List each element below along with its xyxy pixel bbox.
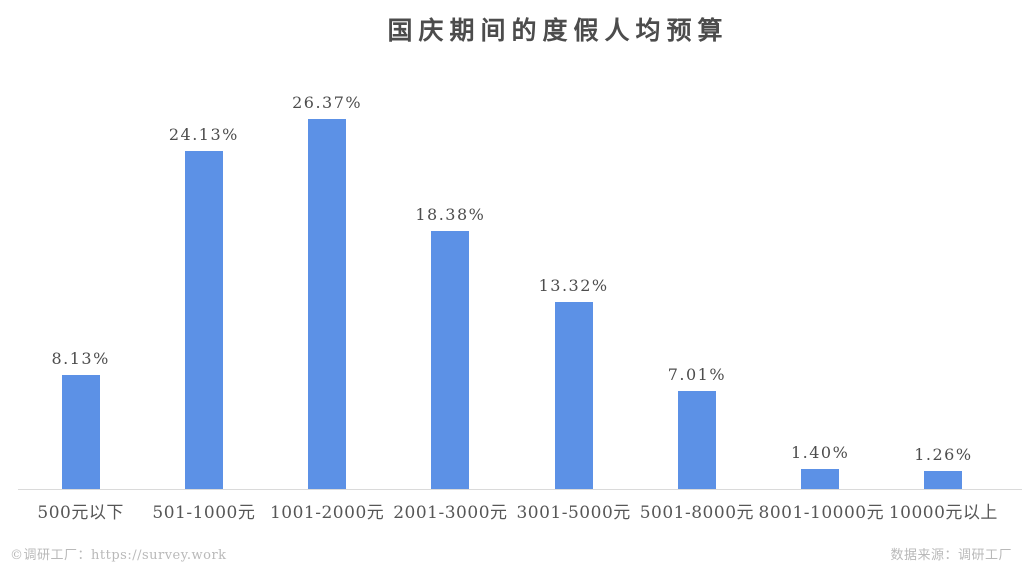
- bar: [677, 390, 716, 489]
- x-axis-label: 501-1000元: [152, 503, 256, 523]
- bar-value-label: 24.13%: [168, 124, 239, 144]
- x-axis-label: 5001-8000元: [639, 503, 755, 523]
- x-axis-label: 2001-3000元: [393, 503, 508, 523]
- x-axis-label: 10000元以上: [888, 503, 998, 523]
- bar-value-label: 8.13%: [51, 348, 110, 368]
- bar-column: 26.37%: [266, 93, 389, 489]
- bar: [308, 119, 347, 489]
- bar-value-label: 13.32%: [538, 276, 609, 296]
- bar-value-label: 18.38%: [415, 205, 486, 225]
- x-axis-label: 500元以下: [37, 503, 124, 523]
- data-source-note: 数据来源：调研工厂: [890, 548, 1012, 563]
- chart-title: 国庆期间的度假人均预算: [387, 16, 729, 45]
- bar-column: 13.32%: [512, 276, 635, 489]
- bar-column: 18.38%: [389, 205, 512, 489]
- bar-value-label: 1.26%: [914, 445, 973, 465]
- x-axis-labels: 500元以下 501-1000元 1001-2000元 2001-3000元 3001-…: [19, 498, 1005, 523]
- bar: [431, 231, 470, 489]
- bar-value-label: 7.01%: [667, 364, 727, 384]
- bar-column: 1.26%: [882, 445, 1005, 489]
- bar-column: 24.13%: [142, 124, 265, 489]
- bar-column: 7.01%: [635, 365, 758, 489]
- watermark-source-link: ©调研工厂：https://survey.work: [10, 548, 227, 563]
- x-axis-label: 1001-2000元: [269, 503, 385, 523]
- bar: [801, 469, 840, 489]
- plot-area: 8.13% 24.13% 26.37% 18.38% 13.32% 7.01% 1.40% 1…: [19, 0, 1005, 489]
- bar-value-label: 26.37%: [292, 93, 363, 112]
- bar-value-label: 1.40%: [790, 443, 850, 463]
- x-axis-label: 8001-10000元: [758, 503, 885, 523]
- bar-column: 1.40%: [759, 443, 882, 489]
- bar: [184, 150, 223, 489]
- x-axis-label: 3001-5000元: [516, 503, 631, 523]
- bar: [61, 374, 100, 489]
- x-axis-line: [18, 489, 1022, 490]
- bar: [554, 302, 593, 489]
- bar: [924, 471, 963, 489]
- bar-column: 8.13%: [19, 349, 142, 489]
